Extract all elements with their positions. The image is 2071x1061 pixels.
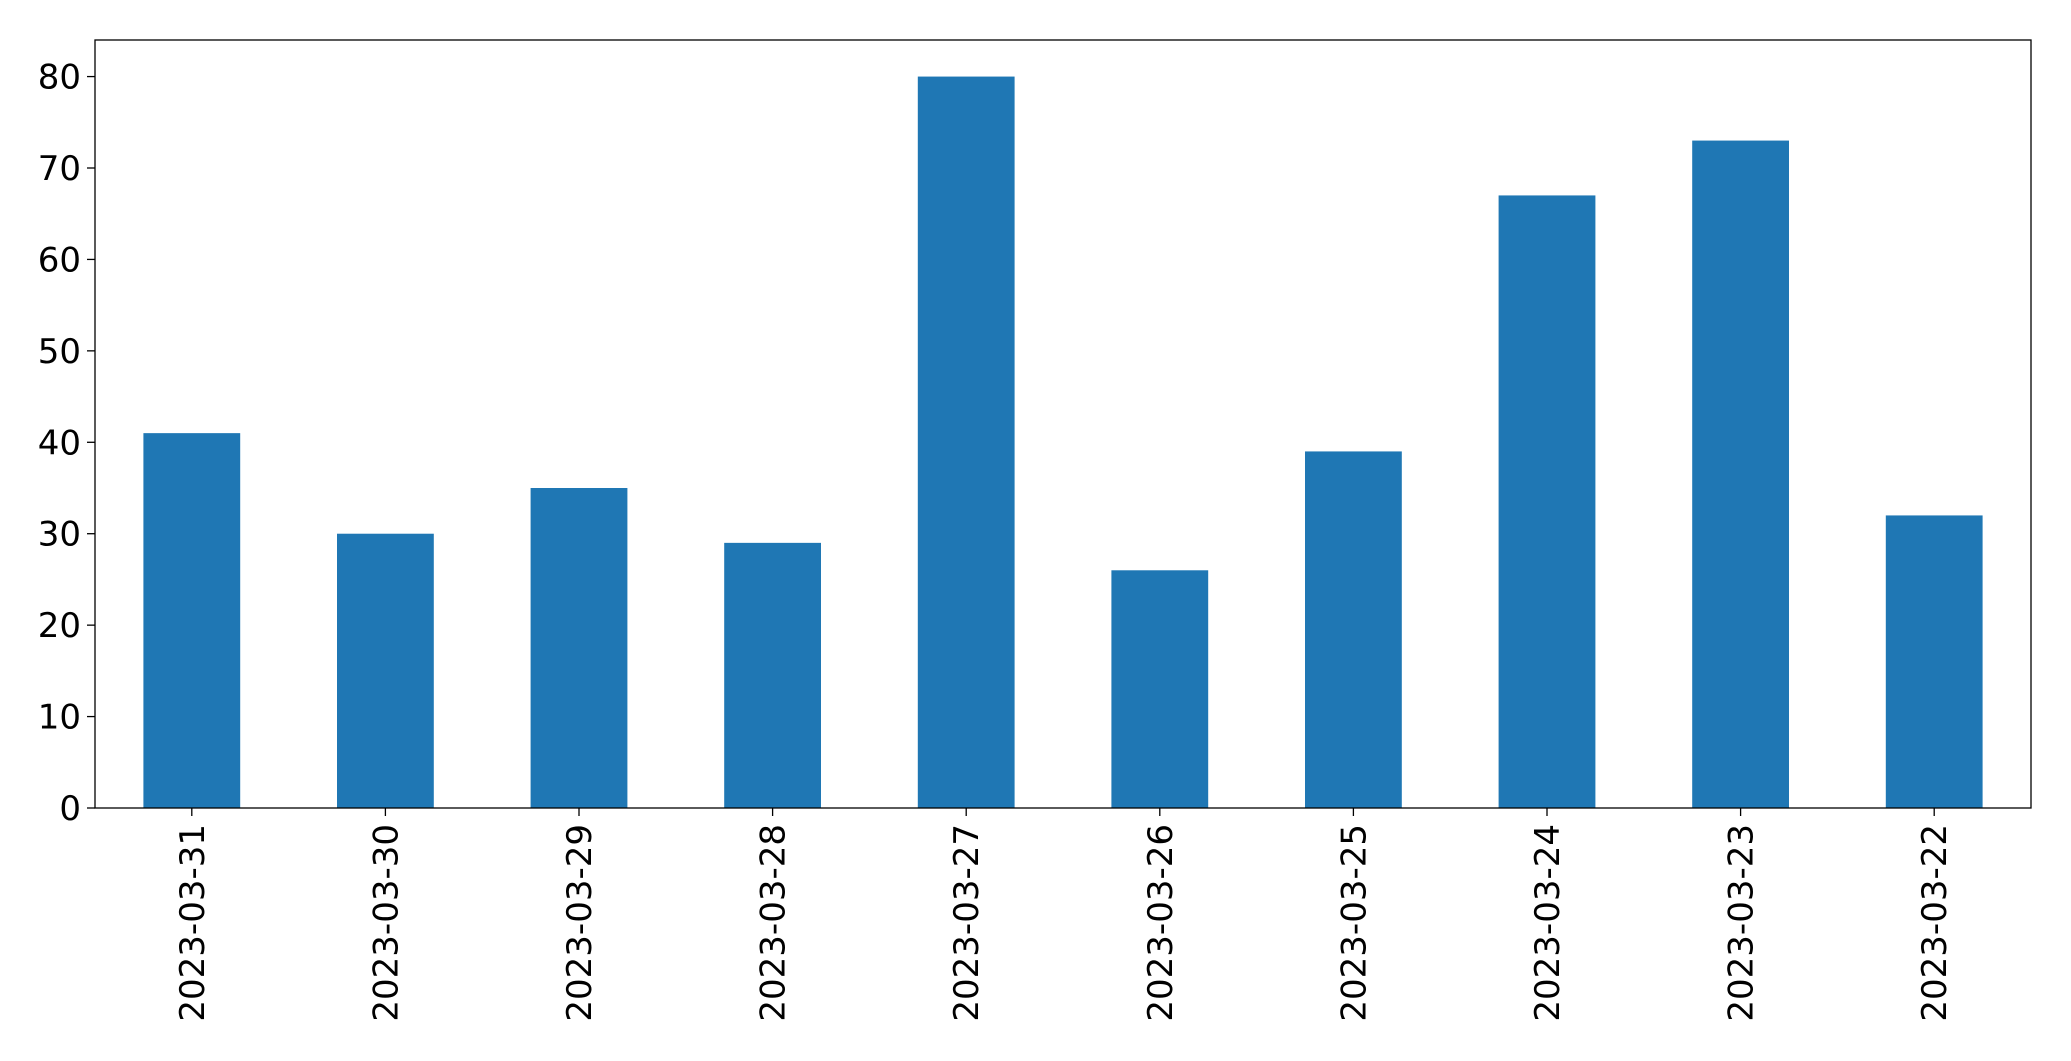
bar bbox=[1305, 451, 1402, 808]
y-tick-label: 40 bbox=[38, 423, 81, 463]
bar bbox=[530, 488, 628, 808]
y-tick-label: 50 bbox=[38, 332, 81, 372]
bar bbox=[1111, 570, 1209, 808]
bar bbox=[1498, 195, 1596, 808]
bar bbox=[143, 433, 241, 808]
x-tick-label: 2023-03-25 bbox=[1334, 824, 1374, 1022]
x-tick-label: 2023-03-29 bbox=[560, 824, 600, 1022]
x-tick-label: 2023-03-30 bbox=[366, 824, 406, 1022]
y-tick-label: 10 bbox=[38, 698, 81, 738]
bar bbox=[917, 76, 1015, 809]
x-tick-label: 2023-03-26 bbox=[1141, 824, 1181, 1022]
y-tick-label: 70 bbox=[38, 149, 81, 189]
x-tick-label: 2023-03-22 bbox=[1915, 824, 1955, 1022]
y-tick-label: 80 bbox=[38, 58, 81, 98]
x-tick-label: 2023-03-23 bbox=[1722, 824, 1762, 1022]
y-tick-label: 30 bbox=[38, 515, 81, 555]
x-tick-label: 2023-03-27 bbox=[947, 824, 987, 1022]
x-tick-label: 2023-03-24 bbox=[1528, 824, 1568, 1022]
y-tick-label: 60 bbox=[38, 240, 81, 280]
y-tick-label: 20 bbox=[38, 606, 81, 646]
bar bbox=[724, 542, 821, 808]
x-tick-label: 2023-03-28 bbox=[754, 824, 794, 1022]
bar bbox=[1692, 140, 1789, 809]
x-tick-label: 2023-03-31 bbox=[173, 824, 213, 1022]
bar bbox=[337, 533, 434, 808]
plot-frame bbox=[94, 39, 2032, 809]
y-tick-label: 0 bbox=[59, 789, 81, 829]
bar bbox=[1885, 515, 1983, 808]
